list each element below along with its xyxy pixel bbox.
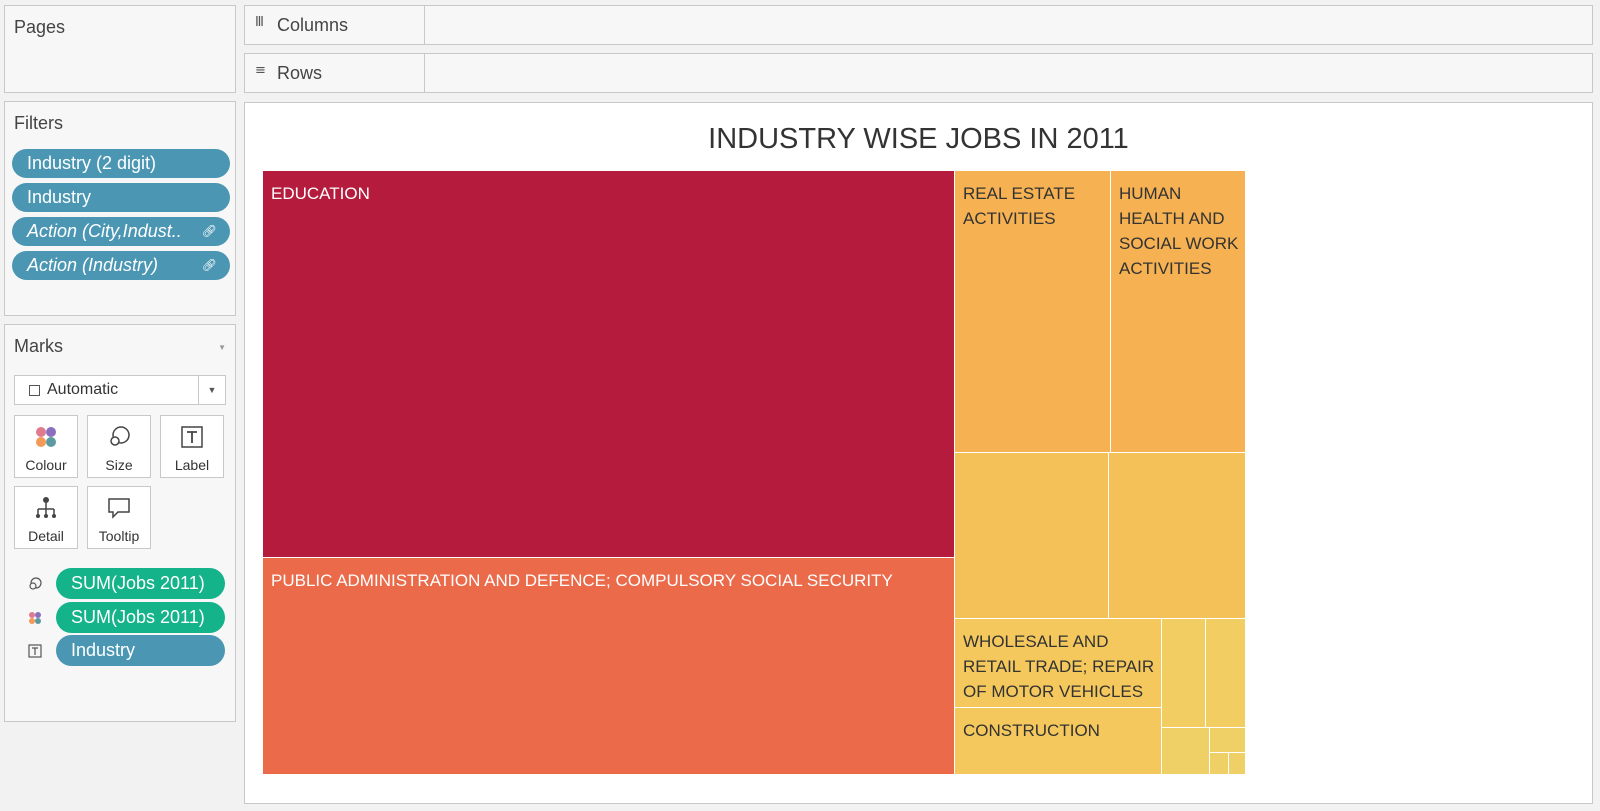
field-pill-sum-jobs-size[interactable]: SUM(Jobs 2011) xyxy=(56,568,225,599)
size-card-label: Size xyxy=(105,457,133,473)
filter-pill-label: Action (City,Indust.. xyxy=(27,221,182,241)
detail-card[interactable]: Detail xyxy=(14,486,78,549)
rows-shelf[interactable]: ≡ Rows xyxy=(244,53,1593,93)
treemap-cell[interactable] xyxy=(1206,619,1246,728)
colour-icon xyxy=(27,610,43,626)
columns-shelf[interactable]: Ⅲ Columns xyxy=(244,5,1593,45)
marks-menu-arrow-icon[interactable]: ▼ xyxy=(218,343,226,352)
field-pill-industry[interactable]: Industry xyxy=(56,635,225,666)
size-icon xyxy=(27,576,43,592)
treemap-cell[interactable] xyxy=(1162,728,1210,775)
filters-panel[interactable]: Filters Industry (2 digit) Industry Acti… xyxy=(4,101,236,316)
tooltip-card-label: Tooltip xyxy=(98,528,140,544)
filter-pill-action-industry[interactable]: Action (Industry) 🔗︎ xyxy=(12,251,230,280)
columns-icon: Ⅲ xyxy=(255,15,264,30)
size-card[interactable]: Size xyxy=(87,415,151,478)
pages-title: Pages xyxy=(14,17,66,37)
treemap-cell[interactable]: HUMAN HEALTH AND SOCIAL WORK ACTIVITIES xyxy=(1111,171,1246,453)
filter-pill-label: Action (Industry) xyxy=(27,255,159,275)
colour-card-label: Colour xyxy=(25,457,67,473)
treemap-cell[interactable] xyxy=(1109,453,1246,619)
filter-pill-label: Industry (2 digit) xyxy=(27,153,157,173)
label-icon xyxy=(161,424,223,450)
treemap-cell-label: REAL ESTATE ACTIVITIES xyxy=(963,184,1076,228)
detail-card-label: Detail xyxy=(28,528,64,544)
field-pill-label: SUM(Jobs 2011) xyxy=(71,607,205,627)
label-card[interactable]: Label xyxy=(160,415,224,478)
field-pill-sum-jobs-colour[interactable]: SUM(Jobs 2011) xyxy=(56,602,225,633)
treemap-cell-label: WHOLESALE AND RETAIL TRADE; REPAIR OF MO… xyxy=(963,632,1155,701)
colour-card[interactable]: Colour xyxy=(14,415,78,478)
treemap-cell[interactable]: CONSTRUCTION xyxy=(955,708,1162,775)
mark-type-value: Automatic xyxy=(47,381,119,398)
treemap-cell[interactable]: EDUCATION xyxy=(263,171,955,558)
label-card-label: Label xyxy=(174,457,210,473)
treemap-cell-label: HUMAN HEALTH AND SOCIAL WORK ACTIVITIES xyxy=(1119,184,1239,278)
viz-area[interactable]: INDUSTRY WISE JOBS IN 2011 EDUCATION PUBL… xyxy=(244,102,1593,804)
filter-pill-label: Industry xyxy=(27,187,92,207)
detail-icon xyxy=(15,495,77,521)
treemap-cell[interactable]: WHOLESALE AND RETAIL TRADE; REPAIR OF MO… xyxy=(955,619,1162,708)
treemap-cell-label: EDUCATION xyxy=(271,184,370,203)
columns-label: Columns xyxy=(277,15,349,35)
filter-pill-action-city-industry[interactable]: Action (City,Indust.. 🔗︎ xyxy=(12,217,230,246)
treemap-cell-label: CONSTRUCTION xyxy=(963,721,1100,740)
marks-panel[interactable]: Marks ▼ Automatic ▼ Colour Size xyxy=(4,324,236,722)
field-pill-label: Industry xyxy=(71,640,136,660)
rows-shelf-label: ≡ Rows xyxy=(245,54,425,92)
link-icon: 🔗︎ xyxy=(201,258,217,272)
marks-title: Marks xyxy=(14,336,63,356)
rows-icon: ≡ xyxy=(255,63,266,78)
treemap-cell[interactable] xyxy=(1162,619,1206,728)
tooltip-card[interactable]: Tooltip xyxy=(87,486,151,549)
pages-panel[interactable]: Pages xyxy=(4,5,236,93)
treemap-cell-label: PUBLIC ADMINISTRATION AND DEFENCE; COMPU… xyxy=(271,571,893,590)
tooltip-icon xyxy=(88,495,150,521)
colour-icon xyxy=(15,424,77,450)
treemap-cell[interactable] xyxy=(955,453,1109,619)
treemap-cell[interactable] xyxy=(1229,753,1246,775)
chart-title: INDUSTRY WISE JOBS IN 2011 xyxy=(708,123,1129,155)
filters-title: Filters xyxy=(14,113,63,133)
rows-label: Rows xyxy=(277,63,323,83)
square-mark-icon xyxy=(29,385,40,396)
mark-type-dropdown[interactable]: Automatic ▼ xyxy=(14,375,226,405)
link-icon: 🔗︎ xyxy=(201,224,217,238)
treemap-cell[interactable]: PUBLIC ADMINISTRATION AND DEFENCE; COMPU… xyxy=(263,558,955,775)
field-pill-label: SUM(Jobs 2011) xyxy=(71,573,205,593)
treemap-cell[interactable] xyxy=(1210,728,1246,753)
size-icon xyxy=(88,424,150,450)
filter-pill-industry[interactable]: Industry xyxy=(12,183,230,212)
treemap-cell[interactable]: REAL ESTATE ACTIVITIES xyxy=(955,171,1111,453)
treemap-cell[interactable] xyxy=(1210,753,1229,775)
columns-shelf-label: Ⅲ Columns xyxy=(245,6,425,44)
chevron-down-icon[interactable]: ▼ xyxy=(198,376,225,404)
label-icon xyxy=(27,643,43,659)
filter-pill-industry-2-digit[interactable]: Industry (2 digit) xyxy=(12,149,230,178)
